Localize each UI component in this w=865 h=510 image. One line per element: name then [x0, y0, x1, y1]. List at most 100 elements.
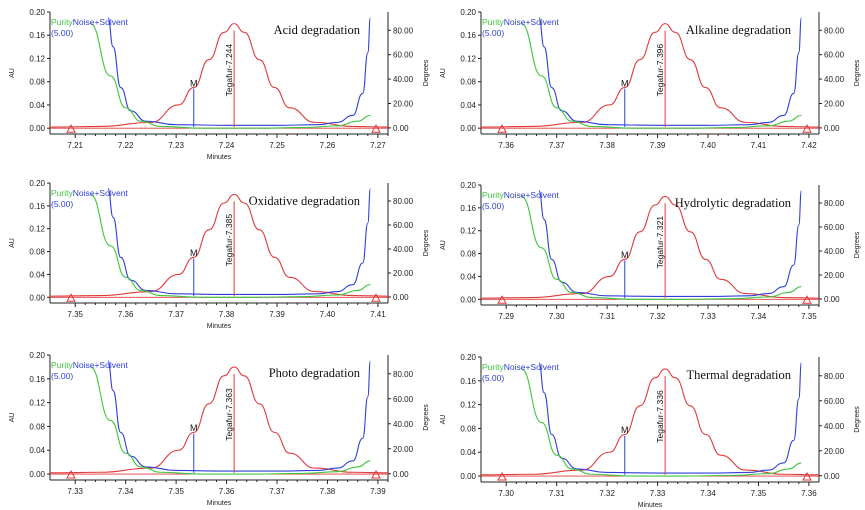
y-tick-label: 0.00: [460, 472, 476, 481]
y-tick-label: 0.12: [460, 54, 476, 63]
purity-label: Purity: [51, 17, 73, 27]
y-tick-label: 0.04: [460, 448, 476, 457]
x-tick-label: 7.39: [269, 310, 285, 319]
marker-label: M: [190, 78, 198, 88]
x-tick-label: 7.42: [801, 141, 817, 150]
purity-legend: PurityNoise+Solvent: [482, 17, 559, 27]
integration-triangle: [497, 124, 507, 133]
noise-solvent-label: Noise+Solvent: [504, 190, 560, 200]
y-tick-label: 0.00: [29, 470, 45, 479]
purity-threshold-curve: [107, 360, 371, 472]
y2-tick-label: 20.00: [393, 445, 414, 454]
purity-threshold-curve: [538, 362, 802, 474]
noise-solvent-label: Noise+Solvent: [504, 362, 560, 372]
y2-tick-label: 60.00: [824, 397, 845, 406]
x-tick-label: 7.33: [67, 487, 83, 496]
y-tick-label: 0.04: [29, 446, 45, 455]
x-tick-label: 7.27: [370, 141, 386, 150]
y-tick-label: 0.00: [29, 293, 45, 302]
noise-solvent-curve: [90, 193, 371, 298]
x-tick-label: 7.22: [118, 141, 134, 150]
y-tick-label: 0.16: [29, 375, 45, 384]
y2-tick-label: 80.00: [393, 197, 414, 206]
x-tick-label: 7.30: [498, 489, 514, 498]
peak-label: Tegafur-7.321: [655, 216, 665, 269]
x-tick-label: 7.38: [599, 141, 615, 150]
panel-title: Thermal degradation: [687, 368, 792, 382]
plot-area: [481, 190, 819, 300]
y-tick-label: 0.20: [29, 8, 45, 17]
x-tick-label: 7.37: [168, 310, 184, 319]
marker-label: M: [621, 425, 629, 435]
integration-triangle: [66, 124, 76, 133]
x-tick-label: 7.41: [370, 310, 386, 319]
x-tick-label: 7.35: [801, 312, 817, 321]
x-tick-label: 7.41: [751, 141, 767, 150]
x-tick-label: 7.36: [498, 141, 514, 150]
noise-solvent-curve: [90, 23, 371, 129]
y2-axis-label: Degrees: [854, 59, 861, 86]
y2-axis-label: Degrees: [423, 229, 430, 256]
x-tick-label: 7.36: [801, 489, 817, 498]
y2-tick-label: 80.00: [393, 26, 414, 35]
y2-tick-label: 40.00: [824, 247, 845, 256]
y-tick-label: 0.08: [460, 424, 476, 433]
threshold-label: (5.00): [51, 371, 73, 381]
noise-solvent-curve: [521, 368, 802, 477]
y2-tick-label: 40.00: [393, 420, 414, 429]
y-tick-label: 0.16: [460, 377, 476, 386]
y-tick-label: 0.16: [29, 202, 45, 211]
y2-tick-label: 40.00: [393, 75, 414, 84]
integration-triangle: [497, 472, 507, 481]
peak-label: Tegafur-7.385: [224, 214, 234, 267]
purity-angle-curve: [50, 23, 388, 128]
x-tick-label: 7.39: [370, 487, 386, 496]
y-tick-label: 0.08: [460, 250, 476, 259]
purity-legend: PurityNoise+Solvent: [482, 190, 559, 200]
integration-triangle: [66, 293, 76, 302]
noise-solvent-curve: [521, 195, 802, 300]
x-tick-label: 7.35: [168, 487, 184, 496]
x-tick-label: 7.21: [67, 141, 83, 150]
chart-panel: 0.00 0.04 0.08 0.12 0.16 0.20 0.00 20.00 40.00 60…: [440, 181, 861, 321]
y2-axis-label: Degrees: [423, 404, 430, 431]
chart-panel: 0.00 0.04 0.08 0.12 0.16 0.20 0.00 20.00 40.00 60…: [9, 351, 430, 507]
noise-solvent-label: Noise+Solvent: [504, 17, 560, 27]
y2-tick-label: 80.00: [824, 199, 845, 208]
noise-solvent-label: Noise+Solvent: [73, 188, 129, 198]
purity-legend: PurityNoise+Solvent: [51, 17, 128, 27]
y-tick-label: 0.04: [460, 101, 476, 110]
y-tick-label: 0.12: [29, 399, 45, 408]
x-axis-label: Minutes: [638, 502, 663, 509]
integration-triangle: [371, 124, 381, 133]
integration-triangle: [66, 470, 76, 479]
x-tick-label: 7.25: [269, 141, 285, 150]
y2-tick-label: 40.00: [824, 422, 845, 431]
panel-title: Hydrolytic degradation: [675, 196, 792, 210]
chart-panel: 0.00 0.04 0.08 0.12 0.16 0.20 0.00 20.00 40.00 60…: [440, 353, 861, 509]
y-tick-label: 0.04: [29, 101, 45, 110]
y-tick-label: 0.12: [29, 54, 45, 63]
y-tick-label: 0.04: [29, 270, 45, 279]
purity-label: Purity: [482, 362, 504, 372]
peak-label: Tegafur-7.396: [655, 44, 665, 97]
noise-solvent-label: Noise+Solvent: [73, 17, 129, 27]
y2-tick-label: 20.00: [393, 269, 414, 278]
x-tick-label: 7.36: [219, 487, 235, 496]
threshold-label: (5.00): [482, 201, 504, 211]
purity-angle-curve: [481, 368, 819, 476]
y2-tick-label: 0.00: [393, 124, 409, 133]
y2-tick-label: 60.00: [393, 395, 414, 404]
y-tick-label: 0.20: [460, 353, 476, 362]
x-tick-label: 7.30: [549, 312, 565, 321]
threshold-label: (5.00): [51, 28, 73, 38]
y-tick-label: 0.16: [460, 204, 476, 213]
y-tick-label: 0.20: [29, 179, 45, 188]
peak-label: Tegafur-7.336: [655, 390, 665, 443]
noise-solvent-label: Noise+Solvent: [73, 360, 129, 370]
threshold-label: (5.00): [482, 373, 504, 383]
purity-threshold-curve: [538, 190, 802, 297]
y-tick-label: 0.00: [460, 295, 476, 304]
x-tick-label: 7.23: [168, 141, 184, 150]
y2-tick-label: 20.00: [824, 100, 845, 109]
